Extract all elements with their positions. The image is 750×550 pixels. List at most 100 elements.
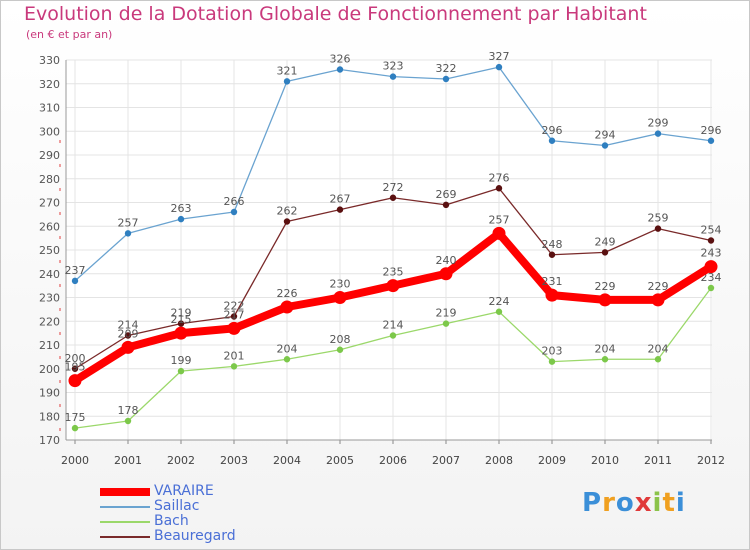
legend-item-varaire: VARAIRE <box>100 483 320 499</box>
data-label-saillac: 294 <box>595 129 616 142</box>
data-point-bach <box>442 320 450 327</box>
data-label-beauregard: 262 <box>277 205 298 218</box>
x-tick-label: 2006 <box>379 454 407 467</box>
logo-letter: i <box>652 488 663 518</box>
data-label-saillac: 326 <box>330 53 351 66</box>
data-point-varaire <box>492 226 506 240</box>
data-label-saillac: 327 <box>489 50 510 63</box>
legend-swatch-bach <box>100 521 150 523</box>
proxiti-logo: Proxiti <box>582 488 686 518</box>
data-point-varaire <box>651 293 665 307</box>
data-label-saillac: 322 <box>436 62 457 75</box>
data-label-saillac: 321 <box>277 64 298 77</box>
y-tick-label: 320 <box>39 78 60 91</box>
data-label-bach: 175 <box>65 411 86 424</box>
logo-letter: o <box>615 488 635 518</box>
data-point-bach <box>336 346 344 353</box>
y-tick-label: 230 <box>39 292 60 305</box>
data-point-saillac <box>230 208 238 216</box>
y-tick-label: 250 <box>39 244 60 257</box>
legend-label-beauregard: Beauregard <box>154 528 236 544</box>
legend-label-varaire: VARAIRE <box>154 483 214 499</box>
data-point-beauregard <box>707 237 715 244</box>
y-tick-label: 240 <box>39 268 60 281</box>
data-label-beauregard: 276 <box>489 171 510 184</box>
data-point-beauregard <box>495 185 503 192</box>
data-point-beauregard <box>124 332 132 339</box>
data-label-beauregard: 267 <box>330 193 351 206</box>
data-label-varaire: 217 <box>224 308 245 321</box>
x-tick-label: 2000 <box>61 454 89 467</box>
data-point-saillac <box>495 63 503 71</box>
data-label-beauregard: 254 <box>701 224 722 237</box>
data-label-saillac: 257 <box>118 216 139 229</box>
data-label-varaire: 230 <box>330 278 351 291</box>
data-label-saillac: 299 <box>648 117 669 130</box>
legend-item-saillac: Saillac <box>100 498 320 514</box>
data-point-beauregard <box>389 194 397 201</box>
data-label-bach: 204 <box>648 342 669 355</box>
data-point-beauregard <box>71 365 79 372</box>
x-tick-label: 2001 <box>114 454 142 467</box>
data-point-saillac <box>124 230 132 237</box>
data-point-varaire <box>227 321 241 335</box>
data-label-beauregard: 249 <box>595 235 616 248</box>
data-point-varaire <box>545 288 559 302</box>
x-tick-label: 2009 <box>538 454 566 467</box>
logo-letter: x <box>634 488 653 518</box>
data-label-saillac: 296 <box>542 124 563 137</box>
data-point-saillac <box>336 66 344 73</box>
data-point-varaire <box>439 267 453 281</box>
data-point-bach <box>283 356 291 363</box>
data-label-varaire: 231 <box>542 275 563 288</box>
data-point-bach <box>654 356 662 363</box>
data-label-beauregard: 269 <box>436 188 457 201</box>
data-point-saillac <box>548 137 556 144</box>
data-label-beauregard: 200 <box>65 352 86 365</box>
data-point-varaire <box>386 279 400 293</box>
data-label-bach: 204 <box>277 342 298 355</box>
legend-label-bach: Bach <box>154 513 189 529</box>
y-tick-label: 210 <box>39 339 60 352</box>
chart-subtitle: (en € et par an) <box>26 28 113 41</box>
x-tick-label: 2005 <box>326 454 354 467</box>
data-point-varaire <box>68 374 82 388</box>
data-label-saillac: 237 <box>65 264 86 277</box>
data-point-bach <box>71 424 79 432</box>
data-label-varaire: 195 <box>65 361 86 374</box>
data-label-bach: 219 <box>436 307 457 320</box>
chart-title: Evolution de la Dotation Globale de Fonc… <box>24 3 647 25</box>
y-tick-label: 280 <box>39 173 60 186</box>
data-point-saillac <box>707 137 715 144</box>
data-label-bach: 178 <box>118 404 139 417</box>
x-tick-label: 2010 <box>591 454 619 467</box>
data-label-bach: 201 <box>224 349 245 362</box>
data-point-saillac <box>283 78 291 85</box>
data-point-beauregard <box>548 251 556 258</box>
data-point-beauregard <box>177 320 185 327</box>
data-label-varaire: 229 <box>595 280 616 293</box>
y-tick-label: 200 <box>39 363 60 376</box>
data-label-beauregard: 259 <box>648 212 669 225</box>
x-tick-label: 2012 <box>697 454 725 467</box>
y-tick-label: 220 <box>39 315 60 328</box>
x-tick-label: 2002 <box>167 454 195 467</box>
data-label-bach: 199 <box>171 354 192 367</box>
legend-label-saillac: Saillac <box>154 498 200 514</box>
y-tick-label: 330 <box>39 54 60 67</box>
data-point-bach <box>230 363 238 370</box>
x-tick-label: 2008 <box>485 454 513 467</box>
logo-letter: r <box>602 488 616 518</box>
logo-letter: t <box>662 488 676 518</box>
legend-swatch-saillac <box>100 506 150 508</box>
data-point-saillac <box>442 75 450 83</box>
data-point-beauregard <box>442 201 450 209</box>
data-point-saillac <box>71 277 79 285</box>
data-point-beauregard <box>283 218 291 225</box>
data-label-varaire: 226 <box>277 287 298 300</box>
data-point-beauregard <box>601 249 609 256</box>
data-label-bach: 203 <box>542 345 563 358</box>
data-point-bach <box>389 332 397 339</box>
legend-item-bach: Bach <box>100 513 320 529</box>
data-point-varaire <box>598 293 612 307</box>
